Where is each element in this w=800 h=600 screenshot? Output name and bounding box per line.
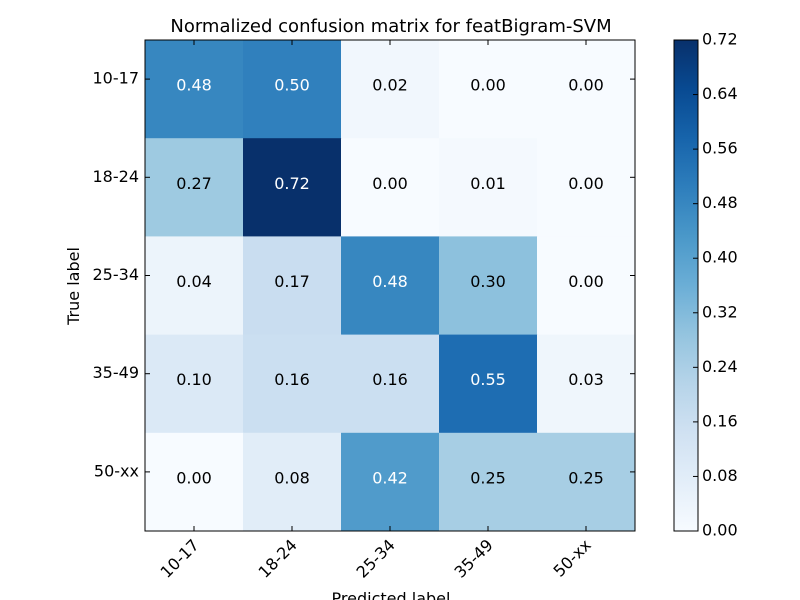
heatmap-cell [439,432,538,532]
heatmap-cell [341,236,440,336]
heatmap-cell [243,334,342,434]
colorbar-tick-label: 0.72 [702,30,738,49]
heatmap-cell [243,432,342,532]
cell-value-label: 0.02 [372,76,408,95]
cell-value-label: 0.00 [470,76,506,95]
heatmap-cell [145,40,244,139]
heatmap-cell [243,236,342,336]
x-tick-label: 25-34 [353,535,399,581]
cell-value-label: 0.48 [176,76,212,95]
heatmap-cell [537,432,636,532]
y-axis-ticks: 10-17 18-24 25-34 35-49 50-xx [93,69,635,480]
cell-value-label: 0.48 [372,272,408,291]
cell-value-label: 0.25 [470,468,506,487]
heatmap-cell [243,40,342,139]
colorbar-tick-label: 0.56 [702,139,738,158]
heatmap-cell [145,236,244,336]
cell-value-label: 0.27 [176,174,212,193]
y-tick-label: 10-17 [93,69,140,88]
heatmap-cell [341,432,440,532]
x-tick-label: 50-xx [550,535,595,580]
cell-value-label: 0.00 [176,468,212,487]
heatmap-cell [145,432,244,532]
heatmap-cell [439,40,538,139]
colorbar [673,39,699,532]
cell-value-label: 0.16 [274,370,310,389]
cell-value-label: 0.00 [372,174,408,193]
heatmap-cell [439,138,538,237]
colorbar-tick-label: 0.16 [702,411,738,430]
heatmap-cell [537,334,636,434]
cell-value-label: 0.30 [470,272,506,291]
colorbar-tick-label: 0.24 [702,357,738,376]
cell-value-label: 0.01 [470,174,506,193]
cell-value-label: 0.03 [568,370,604,389]
colorbar-tick-label: 0.08 [702,466,738,485]
heatmap-cell [341,138,440,237]
x-axis-label: Predicted label [332,589,451,600]
cell-value-label: 0.10 [176,370,212,389]
y-tick-label: 18-24 [93,167,140,186]
cell-value-label: 0.50 [274,76,310,95]
x-tick-label: 35-49 [451,535,497,581]
cell-value-label: 0.00 [568,76,604,95]
cell-value-label: 0.55 [470,370,506,389]
cell-value-label: 0.08 [274,468,310,487]
cell-value-label: 0.42 [372,468,408,487]
y-axis-label: True label [64,247,83,326]
heatmap-cell [537,236,636,336]
heatmap-cell [145,138,244,237]
y-tick-label: 35-49 [93,363,140,382]
cell-value-label: 0.04 [176,272,212,291]
cell-value-label: 0.72 [274,174,310,193]
cell-value-label: 0.00 [568,174,604,193]
heatmap-cell [341,334,440,434]
heatmap-cell [341,40,440,139]
heatmap-cell [537,40,636,139]
heatmap-cell [439,334,538,434]
heatmap-cells [145,40,636,532]
colorbar-tick-label: 0.40 [702,248,738,267]
colorbar-ticks: 0.00 0.08 0.16 0.24 0.32 0.40 0.48 0.56 0.64 0.72 [693,30,738,540]
cell-value-label: 0.16 [372,370,408,389]
heatmap-cell [145,334,244,434]
colorbar-tick-label: 0.64 [702,84,738,103]
colorbar-tick-label: 0.32 [702,302,738,321]
heatmap-cell [537,138,636,237]
x-tick-label: 18-24 [255,535,301,581]
cell-value-label: 0.00 [568,272,604,291]
heatmap-cell-labels: 0.48 0.50 0.02 0.00 0.00 0.27 0.72 0.00 0.01 0.00… [176,76,604,488]
y-tick-label: 50-xx [94,461,139,480]
heatmap-cell [243,138,342,237]
y-tick-label: 25-34 [93,265,140,284]
heatmap-cell [439,236,538,336]
colorbar-tick-label: 0.00 [702,521,738,540]
chart-title: Normalized confusion matrix for featBigr… [170,16,611,37]
colorbar-tick-label: 0.48 [702,193,738,212]
cell-value-label: 0.17 [274,272,310,291]
cell-value-label: 0.25 [568,468,604,487]
x-tick-label: 10-17 [157,535,203,581]
